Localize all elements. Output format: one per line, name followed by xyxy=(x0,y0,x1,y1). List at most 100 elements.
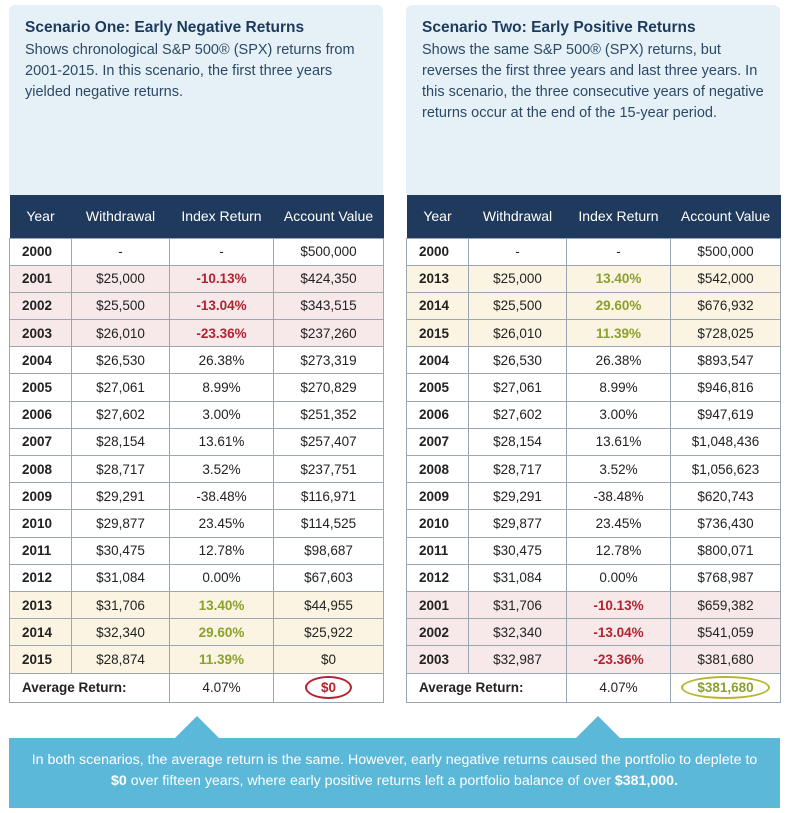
scenario-one-title: Scenario One: Early Negative Returns xyxy=(25,19,305,36)
year-cell: 2006 xyxy=(9,400,72,429)
table-row: 2003 $26,010 -23.36% $237,260 xyxy=(9,319,384,348)
withdrawal-cell: $31,706 xyxy=(71,590,170,620)
header-account-value: Account Value xyxy=(670,195,781,238)
index-return-cell: 26.38% xyxy=(169,346,274,375)
year-cell: 2002 xyxy=(9,291,72,321)
withdrawal-cell: $28,154 xyxy=(71,427,170,457)
index-return-cell: -10.13% xyxy=(169,264,274,293)
account-value-cell: $116,971 xyxy=(273,482,384,511)
table-row: 2010 $29,877 23.45% $114,525 xyxy=(9,509,384,538)
withdrawal-cell: $26,530 xyxy=(71,346,170,375)
table-row: 2000- - $500,000 xyxy=(406,237,781,266)
account-value-cell: $273,319 xyxy=(273,346,384,375)
withdrawal-cell: $25,000 xyxy=(468,264,567,293)
withdrawal-cell: $27,602 xyxy=(71,400,170,429)
withdrawal-cell: $28,874 xyxy=(71,645,170,674)
account-value-cell: $98,687 xyxy=(273,536,384,565)
account-value-cell: $237,260 xyxy=(273,319,384,348)
table-row: 2007 $28,154 13.61% $1,048,436 xyxy=(406,427,781,457)
account-value-cell: $1,048,436 xyxy=(670,427,781,457)
account-value-cell: $620,743 xyxy=(670,482,781,511)
header-account-value: Account Value xyxy=(273,195,384,238)
index-return-cell: 0.00% xyxy=(566,563,671,592)
summary-callout: In both scenarios, the average return is… xyxy=(9,738,780,808)
table-row: 2001 $31,706 -10.13% $659,382 xyxy=(406,590,781,620)
withdrawal-cell: $25,000 xyxy=(71,264,170,293)
table-row: 2009 $29,291 -38.48% $116,971 xyxy=(9,482,384,511)
year-cell: 2014 xyxy=(406,291,469,321)
scenario-two-description: Shows the same S&P 500® (SPX) returns, b… xyxy=(422,42,764,121)
year-cell: 2005 xyxy=(9,373,72,402)
year-cell: 2007 xyxy=(406,427,469,457)
withdrawal-cell: $30,475 xyxy=(71,536,170,565)
table-row: 2014 $32,340 29.60% $25,922 xyxy=(9,618,384,647)
scenario-one-table: Year Withdrawal Index Return Account Val… xyxy=(9,195,384,703)
index-return-cell: 29.60% xyxy=(566,291,671,321)
index-return-cell: 13.61% xyxy=(566,427,671,457)
index-return-cell: 13.40% xyxy=(169,590,274,620)
index-return-cell: 3.00% xyxy=(566,400,671,429)
table-row: 2011 $30,475 12.78% $98,687 xyxy=(9,536,384,565)
final-value-highlight: $0 xyxy=(304,676,353,699)
index-return-cell: -13.04% xyxy=(169,291,274,321)
account-value-cell: $114,525 xyxy=(273,509,384,538)
account-value-cell: $237,751 xyxy=(273,454,384,484)
year-cell: 2000 xyxy=(406,237,469,266)
final-value-cell: $0 xyxy=(273,672,384,703)
summary-bold-balance: $381,000. xyxy=(614,773,679,789)
index-return-cell: 23.45% xyxy=(566,509,671,538)
table-row: 2010 $29,877 23.45% $736,430 xyxy=(406,509,781,538)
table-row: 2005 $27,061 8.99% $270,829 xyxy=(9,373,384,402)
callout-pointer-left xyxy=(175,716,219,738)
account-value-cell: $500,000 xyxy=(273,237,384,266)
year-cell: 2006 xyxy=(406,400,469,429)
index-return-cell: 23.45% xyxy=(169,509,274,538)
account-value-cell: $44,955 xyxy=(273,590,384,620)
header-year: Year xyxy=(9,195,72,238)
average-return-value: 4.07% xyxy=(566,672,671,703)
scenario-two-intro: Scenario Two: Early Positive Returns Sho… xyxy=(406,5,780,195)
index-return-cell: -13.04% xyxy=(566,618,671,647)
summary-text-1: In both scenarios, the average return is… xyxy=(31,752,758,768)
index-return-cell: 13.40% xyxy=(566,264,671,293)
account-value-cell: $947,619 xyxy=(670,400,781,429)
withdrawal-cell: $28,717 xyxy=(468,454,567,484)
year-cell: 2012 xyxy=(406,563,469,592)
account-value-cell: $542,000 xyxy=(670,264,781,293)
table-row: 2014 $25,500 29.60% $676,932 xyxy=(406,291,781,321)
scenario-one-description: Shows chronological S&P 500® (SPX) retur… xyxy=(25,42,355,100)
year-cell: 2005 xyxy=(406,373,469,402)
account-value-cell: $676,932 xyxy=(670,291,781,321)
year-cell: 2003 xyxy=(9,319,72,348)
year-cell: 2007 xyxy=(9,427,72,457)
table-row: 2004 $26,530 26.38% $893,547 xyxy=(406,346,781,375)
withdrawal-cell: $29,877 xyxy=(71,509,170,538)
callout-pointer-right xyxy=(576,716,620,738)
account-value-cell: $1,056,623 xyxy=(670,454,781,484)
table-row: 2006 $27,602 3.00% $251,352 xyxy=(9,400,384,429)
index-return-cell: - xyxy=(566,237,671,266)
index-return-cell: 26.38% xyxy=(566,346,671,375)
account-value-cell: $257,407 xyxy=(273,427,384,457)
year-cell: 2014 xyxy=(9,618,72,647)
index-return-cell: 8.99% xyxy=(169,373,274,402)
account-value-cell: $659,382 xyxy=(670,590,781,620)
table-row: 2006 $27,602 3.00% $947,619 xyxy=(406,400,781,429)
account-value-cell: $424,350 xyxy=(273,264,384,293)
header-index-return: Index Return xyxy=(566,195,671,238)
year-cell: 2015 xyxy=(9,645,72,674)
header-index-return: Index Return xyxy=(169,195,274,238)
index-return-cell: 29.60% xyxy=(169,618,274,647)
average-return-row: Average Return: 4.07% $381,680 xyxy=(406,672,781,703)
index-return-cell: - xyxy=(169,237,274,266)
withdrawal-cell: $29,291 xyxy=(468,482,567,511)
year-cell: 2008 xyxy=(9,454,72,484)
header-withdrawal: Withdrawal xyxy=(71,195,170,238)
withdrawal-cell: $25,500 xyxy=(71,291,170,321)
year-cell: 2003 xyxy=(406,645,469,674)
scenario-one-panel: Scenario One: Early Negative Returns Sho… xyxy=(9,5,384,703)
scenario-two-table: Year Withdrawal Index Return Account Val… xyxy=(406,195,781,703)
account-value-cell: $736,430 xyxy=(670,509,781,538)
account-value-cell: $270,829 xyxy=(273,373,384,402)
index-return-cell: 12.78% xyxy=(566,536,671,565)
